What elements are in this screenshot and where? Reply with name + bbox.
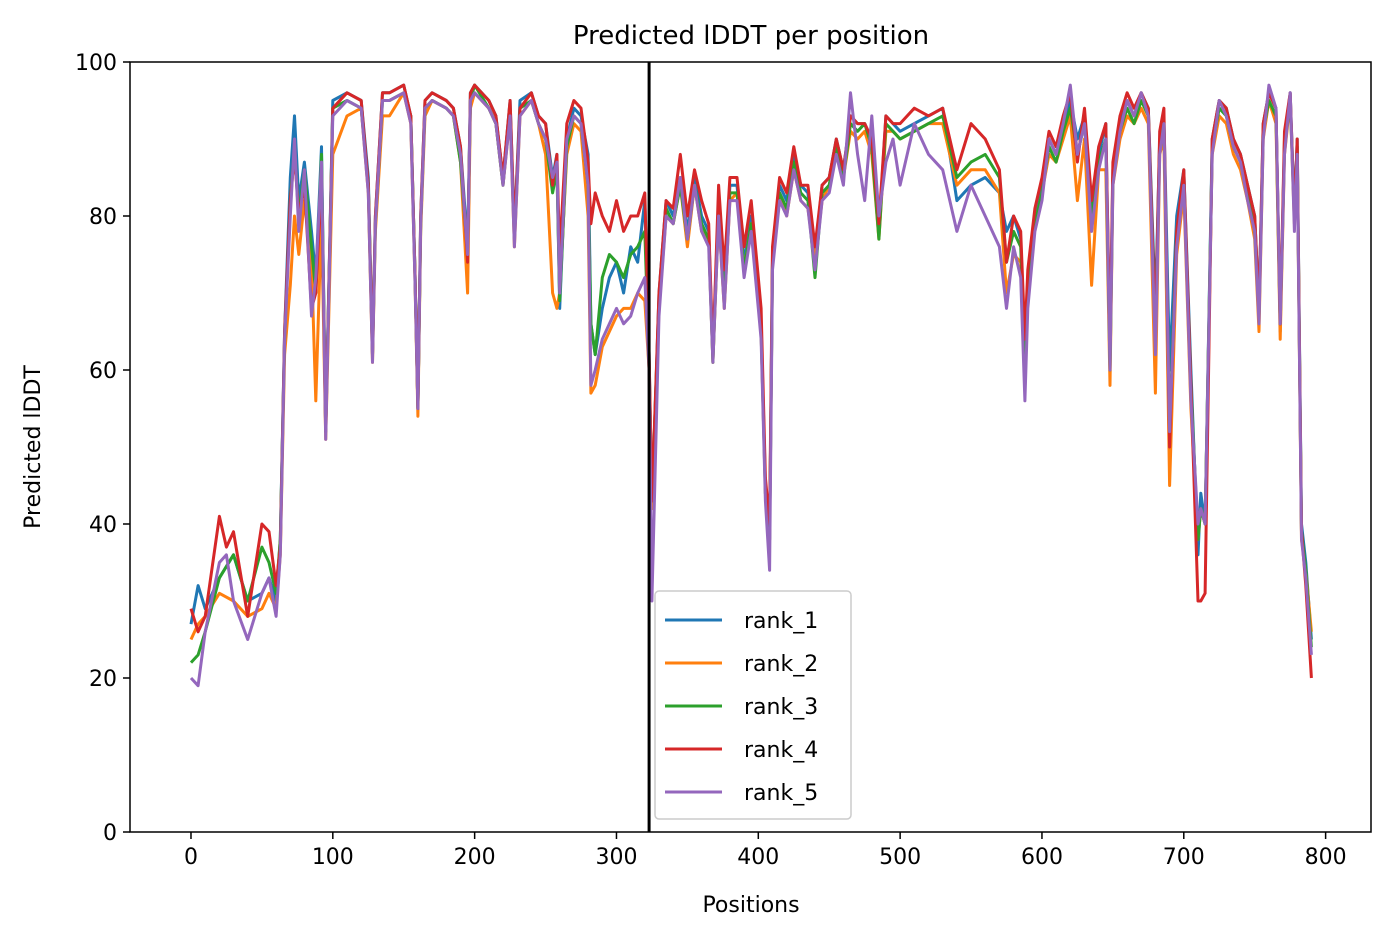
y-tick-label: 40 [89, 513, 117, 538]
x-tick-label: 200 [454, 845, 496, 870]
x-axis-label: Positions [702, 893, 799, 918]
y-axis: 0 20 40 60 80 100 [75, 51, 130, 846]
y-tick-label: 0 [103, 821, 117, 846]
legend: rank_1 rank_2 rank_3 rank_4 rank_5 [654, 590, 852, 820]
series-group [189, 83, 1313, 688]
x-tick-label: 100 [312, 845, 354, 870]
x-tick-label: 600 [1021, 845, 1063, 870]
x-axis: 0 100 200 300 400 500 600 700 800 [184, 832, 1347, 870]
y-axis-label: Predicted lDDT [21, 365, 46, 529]
x-tick-label: 0 [184, 845, 198, 870]
x-tick-label: 400 [737, 845, 779, 870]
legend-label-rank-2: rank_2 [744, 652, 818, 677]
x-tick-label: 300 [595, 845, 637, 870]
y-tick-label: 80 [89, 205, 117, 230]
y-tick-label: 100 [75, 51, 117, 76]
x-tick-label: 800 [1305, 845, 1347, 870]
y-tick-label: 60 [89, 359, 117, 384]
legend-label-rank-3: rank_3 [744, 695, 818, 720]
legend-label-rank-1: rank_1 [744, 609, 818, 634]
series-line-rank-5 [189, 83, 1313, 688]
plot-frame [129, 61, 1372, 833]
chart-title: Predicted lDDT per position [573, 21, 929, 51]
legend-label-rank-5: rank_5 [744, 781, 818, 806]
x-tick-label: 500 [879, 845, 921, 870]
legend-box [654, 590, 852, 820]
y-tick-label: 20 [89, 667, 117, 692]
legend-label-rank-4: rank_4 [744, 738, 818, 763]
x-tick-label: 700 [1163, 845, 1205, 870]
